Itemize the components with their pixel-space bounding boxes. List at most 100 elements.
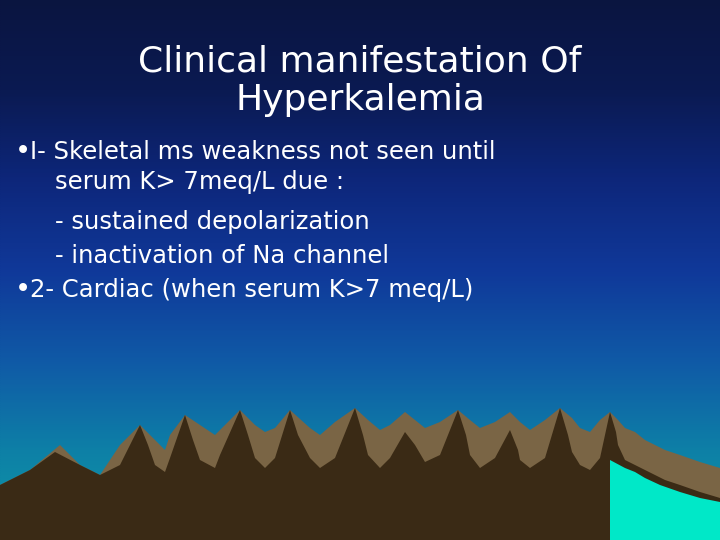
Bar xyxy=(0,252,720,254)
Bar xyxy=(0,371,720,373)
Bar xyxy=(0,531,720,533)
Text: serum K> 7meq/L due :: serum K> 7meq/L due : xyxy=(55,170,344,194)
Bar xyxy=(0,147,720,150)
Bar xyxy=(0,227,720,228)
Bar xyxy=(0,167,720,169)
Bar xyxy=(0,416,720,417)
Bar xyxy=(0,151,720,153)
Bar xyxy=(0,482,720,484)
Bar xyxy=(0,45,720,47)
Bar xyxy=(0,383,720,385)
Bar xyxy=(0,43,720,45)
Bar xyxy=(0,511,720,513)
Bar xyxy=(0,32,720,34)
Bar xyxy=(0,295,720,297)
Bar xyxy=(0,501,720,502)
Bar xyxy=(0,281,720,282)
Bar xyxy=(0,396,720,398)
Polygon shape xyxy=(0,408,720,540)
Bar xyxy=(0,409,720,410)
Bar xyxy=(0,346,720,347)
Bar xyxy=(0,282,720,285)
Bar xyxy=(0,259,720,261)
Bar xyxy=(0,491,720,493)
Bar xyxy=(0,302,720,304)
Bar xyxy=(0,212,720,214)
Bar xyxy=(0,160,720,162)
Bar xyxy=(0,390,720,393)
Bar xyxy=(0,398,720,400)
Bar xyxy=(0,27,720,29)
Bar xyxy=(0,157,720,158)
Bar xyxy=(0,135,720,137)
Bar xyxy=(0,238,720,239)
Bar xyxy=(0,12,720,15)
Bar xyxy=(0,502,720,504)
Bar xyxy=(0,506,720,508)
Bar xyxy=(0,49,720,50)
Bar xyxy=(0,475,720,477)
Bar xyxy=(0,493,720,495)
Bar xyxy=(0,97,720,99)
Bar xyxy=(0,315,720,317)
Bar xyxy=(0,495,720,497)
Bar xyxy=(0,407,720,409)
Bar xyxy=(0,241,720,243)
Bar xyxy=(0,153,720,155)
Bar xyxy=(0,279,720,281)
Bar xyxy=(0,470,720,471)
Text: Clinical manifestation Of: Clinical manifestation Of xyxy=(138,45,582,79)
Bar xyxy=(0,412,720,414)
Bar xyxy=(0,517,720,518)
Bar xyxy=(0,349,720,351)
Bar xyxy=(0,417,720,420)
Bar xyxy=(0,18,720,20)
Bar xyxy=(0,393,720,394)
Bar xyxy=(0,425,720,427)
Bar xyxy=(0,209,720,211)
Text: Hyperkalemia: Hyperkalemia xyxy=(235,83,485,117)
Bar xyxy=(0,245,720,247)
Bar xyxy=(0,427,720,428)
Bar xyxy=(0,5,720,7)
Bar xyxy=(0,471,720,474)
Bar xyxy=(0,225,720,227)
Bar xyxy=(0,299,720,301)
Bar xyxy=(0,474,720,475)
Bar xyxy=(0,214,720,216)
Bar xyxy=(0,38,720,39)
Bar xyxy=(0,463,720,464)
Bar xyxy=(0,137,720,139)
Bar xyxy=(0,423,720,425)
Bar xyxy=(0,173,720,174)
Bar xyxy=(0,452,720,454)
Bar xyxy=(0,146,720,147)
Bar xyxy=(0,535,720,536)
Bar xyxy=(0,36,720,38)
Bar xyxy=(0,434,720,436)
Bar xyxy=(0,277,720,279)
Bar xyxy=(0,142,720,144)
Bar xyxy=(0,484,720,486)
Bar xyxy=(0,261,720,263)
Bar xyxy=(0,420,720,421)
Bar xyxy=(0,447,720,448)
Bar xyxy=(0,113,720,115)
Bar xyxy=(0,258,720,259)
Bar xyxy=(0,193,720,194)
Bar xyxy=(0,59,720,61)
Bar xyxy=(0,401,720,403)
Bar xyxy=(0,400,720,401)
Bar xyxy=(0,275,720,277)
Bar xyxy=(0,347,720,349)
Bar xyxy=(0,461,720,463)
Bar xyxy=(0,117,720,119)
Bar xyxy=(0,218,720,220)
Bar xyxy=(0,385,720,387)
Bar xyxy=(0,99,720,101)
Bar xyxy=(0,11,720,12)
Bar xyxy=(0,358,720,360)
Bar xyxy=(0,77,720,79)
Bar xyxy=(0,329,720,331)
Bar xyxy=(0,366,720,367)
